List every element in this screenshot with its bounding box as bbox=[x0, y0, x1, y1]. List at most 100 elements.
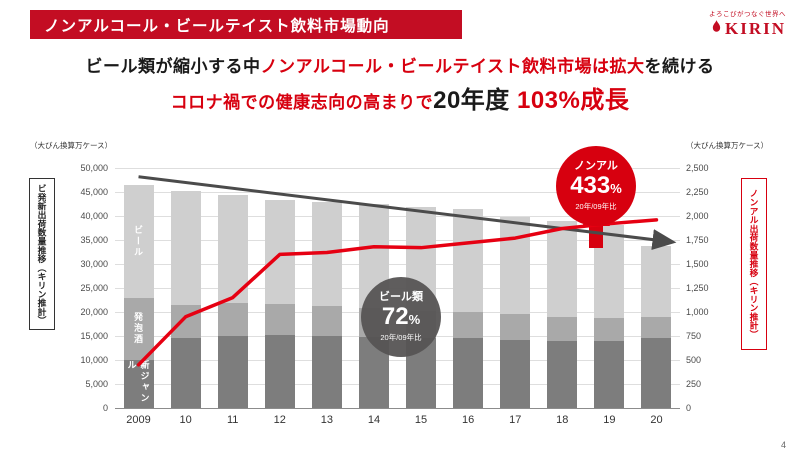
logo-row: KIRIN bbox=[709, 19, 786, 39]
beer-badge-unit: % bbox=[408, 312, 421, 327]
beer-decline-badge: ビール類 72% 20年/09年比 bbox=[361, 277, 441, 357]
right-axis-tick-label: 0 bbox=[686, 403, 692, 413]
right-axis-tick-label: 1,500 bbox=[686, 259, 709, 269]
bar-segment-新ジャンル bbox=[641, 338, 672, 408]
bar-segment-ビール bbox=[453, 209, 484, 312]
bar-segment-新ジャンル bbox=[453, 338, 484, 408]
bar-group bbox=[594, 224, 625, 408]
bar-group: 新ジャンル 発泡酒 ビール bbox=[123, 184, 154, 408]
bar-segment-label: 発泡酒 bbox=[133, 312, 144, 346]
bar-segment-ビール bbox=[500, 216, 531, 315]
left-axis-title: ビ発新出荷数量推移（キリン推計） bbox=[29, 178, 55, 330]
x-axis-label: 16 bbox=[462, 414, 475, 426]
right-axis-tick-label: 2,250 bbox=[686, 187, 709, 197]
bar-segment-ビール bbox=[641, 245, 672, 317]
bar-segment-発泡酒 bbox=[311, 305, 342, 336]
nonal-badge-label: ノンアル bbox=[574, 160, 618, 172]
nonal-badge-value-row: 433% bbox=[570, 173, 622, 202]
flame-icon bbox=[711, 20, 722, 38]
bar-group bbox=[547, 220, 578, 408]
bar-segment-発泡酒 bbox=[170, 304, 201, 339]
right-axis-title-text: ノンアル出荷数量推移（キリン推計） bbox=[748, 189, 759, 339]
bar-segment-新ジャンル bbox=[311, 336, 342, 408]
kirin-logo: よろこびがつなぐ世界へ KIRIN bbox=[709, 8, 786, 39]
bar-segment-新ジャンル bbox=[547, 340, 578, 408]
x-axis-label: 18 bbox=[556, 414, 569, 426]
bar-segment-新ジャンル bbox=[170, 338, 201, 408]
bar-group bbox=[500, 216, 531, 408]
headline-segment: 20年度 bbox=[433, 87, 517, 114]
bar-group bbox=[264, 199, 295, 408]
left-axis-title-text: ビ発新出荷数量推移（キリン推計） bbox=[36, 183, 47, 325]
headline-segment: コロナ禍での健康志向の高まりで bbox=[170, 93, 434, 112]
left-axis-tick-label: 40,000 bbox=[80, 211, 108, 221]
right-axis-tick-label: 2,000 bbox=[686, 211, 709, 221]
bar-segment-ビール bbox=[547, 220, 578, 317]
x-axis-label: 20 bbox=[650, 414, 663, 426]
right-axis-tick-label: 2,500 bbox=[686, 163, 709, 173]
x-axis-label: 12 bbox=[273, 414, 286, 426]
x-axis-label: 19 bbox=[603, 414, 616, 426]
left-axis-tick-label: 35,000 bbox=[80, 235, 108, 245]
bar-segment-label: 新ジャンル bbox=[126, 360, 150, 404]
bar-group bbox=[641, 245, 672, 408]
x-axis-label: 11 bbox=[226, 414, 239, 426]
headline-segment: ビール類が縮小する中 bbox=[85, 57, 261, 76]
beer-badge-note: 20年/09年比 bbox=[380, 333, 422, 342]
bar-segment-新ジャンル bbox=[217, 336, 248, 408]
bar-segment-ビール bbox=[217, 195, 248, 304]
right-axis-tick-label: 1,250 bbox=[686, 283, 709, 293]
right-axis-unit-label: （大びん換算万ケース） bbox=[686, 141, 769, 150]
headline-line2: コロナ禍での健康志向の高まりで20年度 103%成長 bbox=[0, 80, 800, 115]
right-axis-tick-label: 1,750 bbox=[686, 235, 709, 245]
nonal-badge-note: 20年/09年比 bbox=[575, 202, 617, 211]
right-axis-tick-label: 250 bbox=[686, 379, 702, 389]
bar-group bbox=[170, 191, 201, 408]
left-axis-tick-label: 15,000 bbox=[80, 331, 108, 341]
right-axis-title: ノンアル出荷数量推移（キリン推計） bbox=[741, 178, 767, 350]
bar-segment-発泡酒 bbox=[217, 303, 248, 336]
left-axis-tick-label: 50,000 bbox=[80, 163, 108, 173]
bar-segment-ビール: ビール bbox=[123, 184, 154, 298]
page-number: 4 bbox=[780, 440, 786, 450]
bar-segment-新ジャンル bbox=[500, 339, 531, 408]
bar-segment-発泡酒: 発泡酒 bbox=[123, 297, 154, 360]
nonal-growth-badge: ノンアル 433% 20年/09年比 bbox=[556, 146, 636, 226]
right-axis-tick-label: 500 bbox=[686, 355, 702, 365]
headline-line1: ビール類が縮小する中ノンアルコール・ビールテイスト飲料市場は拡大を続ける bbox=[0, 52, 800, 77]
bar-segment-ビール bbox=[594, 224, 625, 318]
bar-segment-発泡酒 bbox=[641, 316, 672, 339]
logo-tagline: よろこびがつなぐ世界へ bbox=[709, 11, 786, 18]
x-axis-label: 14 bbox=[367, 414, 381, 426]
headline-segment: 103%成長 bbox=[516, 87, 630, 114]
x-axis-label: 10 bbox=[179, 414, 192, 426]
bar-segment-新ジャンル: 新ジャンル bbox=[123, 360, 154, 408]
x-axis-label: 2009 bbox=[126, 414, 151, 426]
headline-segment: を続ける bbox=[644, 57, 715, 76]
bar-group bbox=[217, 195, 248, 408]
headline-segment: ノンアルコール・ビールテイスト飲料市場は拡大 bbox=[260, 57, 645, 76]
x-axis-label: 13 bbox=[320, 414, 333, 426]
left-axis-tick-label: 30,000 bbox=[80, 259, 108, 269]
bar-segment-ビール bbox=[311, 201, 342, 306]
left-axis-tick-label: 10,000 bbox=[80, 355, 108, 365]
x-axis-label: 15 bbox=[414, 414, 428, 426]
slide-title: ノンアルコール・ビールテイスト飲料市場動向 bbox=[44, 17, 390, 35]
bar-segment-新ジャンル bbox=[594, 340, 625, 408]
bar-segment-発泡酒 bbox=[594, 317, 625, 341]
left-axis-tick-label: 5,000 bbox=[85, 379, 108, 389]
left-axis-tick-label: 20,000 bbox=[80, 307, 108, 317]
bar-segment-ビール bbox=[170, 191, 201, 305]
bar-segment-ビール bbox=[264, 199, 295, 304]
nonal-badge-value: 433 bbox=[570, 172, 611, 199]
left-axis-tick-label: 45,000 bbox=[80, 187, 108, 197]
bar-segment-発泡酒 bbox=[547, 316, 578, 341]
gridline bbox=[115, 168, 680, 169]
left-axis-unit-label: （大びん換算万ケース） bbox=[30, 141, 113, 150]
nonal-badge-unit: % bbox=[610, 181, 622, 196]
left-axis-tick-label: 0 bbox=[102, 403, 108, 413]
bar-group bbox=[311, 201, 342, 408]
bar-segment-発泡酒 bbox=[264, 303, 295, 336]
bar-segment-新ジャンル bbox=[264, 335, 295, 408]
